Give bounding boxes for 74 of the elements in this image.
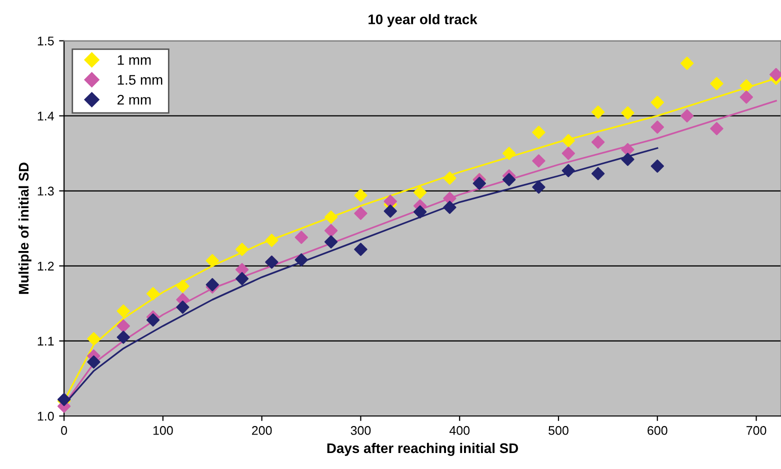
point [294,230,308,244]
legend-label: 2 mm [118,94,151,105]
x-tick-label: 300 [350,426,371,435]
y-tick-label: 1.5 [38,36,54,46]
point [769,68,781,82]
point [354,188,368,202]
point [591,167,605,180]
point [146,313,160,327]
point [116,330,130,344]
point [384,204,397,218]
point [532,126,546,139]
point [354,242,368,256]
point [413,205,427,218]
x-axis-title: Days after reaching initial SD [327,442,518,456]
legend-label: 1 mm [118,55,151,65]
point [532,180,546,194]
point [650,96,664,109]
point [206,278,219,292]
point [472,176,486,190]
point [740,90,753,104]
point [146,287,160,300]
point [324,235,338,248]
point [116,319,130,333]
point [443,200,456,214]
point [562,146,575,160]
point [294,253,308,267]
point [591,106,605,119]
point [502,146,516,160]
point [235,272,249,286]
x-tick-label: 700 [746,426,766,435]
x-tick-label: 500 [548,426,568,435]
point [176,280,190,293]
legend-label: 1.5 mm [118,75,162,85]
x-tick-label: 400 [449,426,470,435]
point [740,79,753,92]
x-tick-label: 200 [252,426,272,435]
point [680,109,694,122]
point [384,194,397,208]
point [265,234,278,247]
y-tick-label: 1.3 [38,186,54,196]
chart-title: 10 year old track [368,14,478,28]
point [562,164,575,178]
point [116,304,130,318]
point [235,242,249,256]
point [324,210,338,224]
point [532,154,546,168]
point [710,76,724,90]
y-tick-label: 1.0 [38,412,54,421]
x-tick-label: 0 [61,426,68,435]
point [650,160,664,173]
point [324,224,338,238]
point [354,206,368,220]
y-tick-label: 1.1 [38,336,54,346]
point [621,106,634,120]
point [562,134,575,148]
point [443,172,456,185]
point [235,263,249,276]
y-axis-title: Multiple of initial SD [18,162,32,294]
point [621,143,634,156]
point [176,300,190,314]
y-tick-label: 1.4 [38,112,54,120]
point [621,152,634,166]
x-tick-label: 600 [648,426,668,435]
point [87,332,100,346]
point [650,120,664,134]
point [502,173,516,186]
point [680,56,694,70]
point [87,355,100,369]
point [413,186,427,199]
point [591,136,605,149]
point [710,122,724,136]
x-tick-label: 100 [153,426,173,435]
point [206,254,219,268]
y-tick-label: 1.2 [38,262,54,270]
